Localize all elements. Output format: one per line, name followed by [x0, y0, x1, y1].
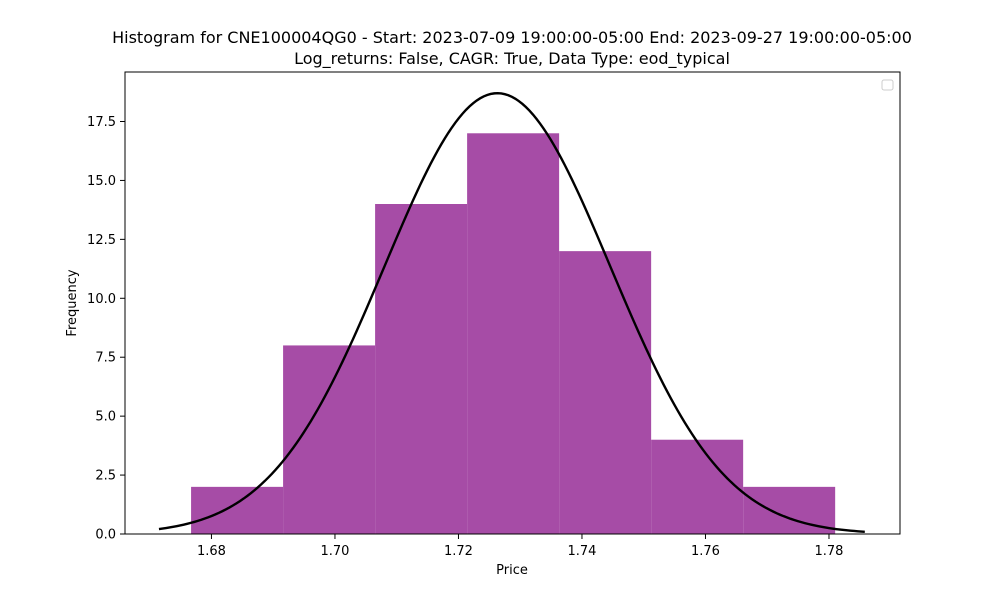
x-tick-label: 1.74 — [567, 544, 596, 559]
y-tick-label: 17.5 — [87, 115, 116, 130]
normal-fit-curve — [158, 92, 865, 533]
x-tick-label: 1.78 — [815, 544, 844, 559]
x-tick-label: 1.70 — [320, 544, 349, 559]
y-axis: 0.0 2.5 5.0 7.5 10.0 12.5 15.0 17.5 — [87, 115, 125, 543]
histogram-bar — [651, 439, 744, 534]
histogram-bar — [191, 486, 284, 534]
legend-box — [881, 79, 894, 91]
y-tick-label: 15.0 — [87, 174, 116, 189]
chart-subtitle: Log_returns: False, CAGR: True, Data Typ… — [294, 49, 730, 69]
x-axis: 1.68 1.70 1.72 1.74 1.76 1.78 — [197, 534, 843, 559]
y-tick-label: 5.0 — [95, 410, 116, 425]
histogram-bar — [375, 204, 468, 534]
bars-group — [191, 133, 836, 535]
x-tick-label: 1.68 — [197, 544, 226, 559]
plot-frame — [124, 71, 901, 535]
histogram-bar — [283, 345, 376, 534]
histogram-bar — [467, 133, 560, 535]
y-tick-label: 12.5 — [87, 233, 116, 248]
histogram-bar — [559, 251, 652, 534]
chart-title: Histogram for CNE100004QG0 - Start: 2023… — [112, 28, 912, 47]
y-tick-label: 7.5 — [95, 351, 116, 366]
x-axis-label: Price — [496, 563, 528, 578]
y-axis-label: Frequency — [65, 269, 80, 336]
x-tick-label: 1.76 — [691, 544, 720, 559]
y-tick-label: 10.0 — [87, 292, 116, 307]
y-tick-label: 0.0 — [95, 528, 116, 543]
x-tick-label: 1.72 — [444, 544, 473, 559]
y-tick-label: 2.5 — [95, 469, 116, 484]
